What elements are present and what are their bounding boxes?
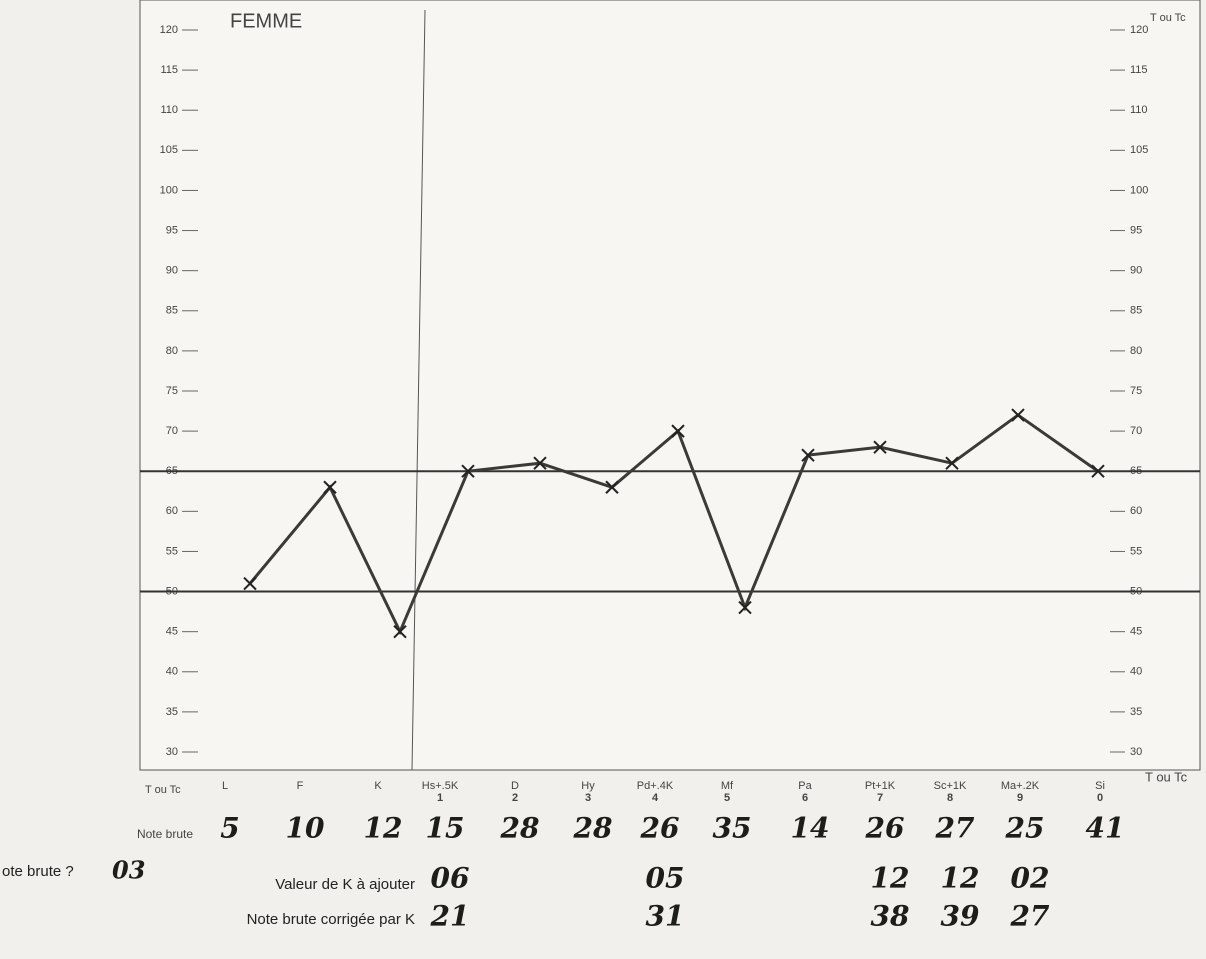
category-label: Hy bbox=[581, 780, 595, 792]
raw-score: 15 bbox=[426, 812, 465, 845]
raw-score: 5 bbox=[220, 812, 239, 845]
category-label: K bbox=[374, 780, 382, 792]
y-tick-label: 75 bbox=[166, 385, 178, 397]
y-tick-label: 120 bbox=[160, 24, 178, 36]
category-label: Hs+.5K bbox=[422, 780, 459, 792]
category-label: D bbox=[511, 780, 519, 792]
y-tick-label: 95 bbox=[166, 224, 178, 236]
category-label: L bbox=[222, 780, 228, 792]
k-label: Valeur de K à ajouter bbox=[275, 876, 415, 893]
raw-score: 41 bbox=[1086, 812, 1125, 845]
question-value: 03 bbox=[112, 856, 145, 885]
y-tick-label: 35 bbox=[166, 706, 178, 718]
y-tick-label: 110 bbox=[1130, 104, 1148, 116]
category-number: 5 bbox=[724, 792, 730, 804]
raw-score: 35 bbox=[713, 812, 752, 845]
axis-label: T ou Tc bbox=[145, 784, 181, 796]
k-value: 12 bbox=[941, 862, 980, 895]
y-tick-label: 55 bbox=[1130, 545, 1142, 557]
y-tick-label: 90 bbox=[166, 265, 178, 277]
corrected-score: 31 bbox=[646, 900, 685, 933]
y-tick-label: 105 bbox=[160, 144, 178, 156]
corrected-label: Note brute corrigée par K bbox=[247, 911, 415, 928]
raw-score: 26 bbox=[640, 812, 680, 845]
y-tick-label: 95 bbox=[1130, 224, 1142, 236]
raw-score: 28 bbox=[573, 812, 613, 845]
raw-score: 12 bbox=[364, 812, 403, 845]
y-tick-label: 70 bbox=[166, 425, 178, 437]
raw-label: Note brute bbox=[137, 827, 193, 841]
category-number: 4 bbox=[652, 792, 659, 804]
question-label: ote brute ? bbox=[2, 863, 74, 880]
raw-score: 10 bbox=[286, 812, 325, 845]
y-tick-label: 40 bbox=[166, 666, 178, 678]
y-tick-label: 85 bbox=[1130, 305, 1142, 317]
y-tick-label: 80 bbox=[1130, 345, 1142, 357]
y-tick-label: 75 bbox=[1130, 385, 1142, 397]
category-label: Ma+.2K bbox=[1001, 780, 1040, 792]
y-tick-label: 55 bbox=[166, 545, 178, 557]
raw-score: 26 bbox=[865, 812, 905, 845]
raw-score: 28 bbox=[500, 812, 540, 845]
category-number: 9 bbox=[1017, 792, 1023, 804]
y-tick-label: 115 bbox=[160, 64, 178, 76]
category-number: 0 bbox=[1097, 792, 1103, 804]
corrected-score: 38 bbox=[871, 900, 910, 933]
y-tick-label: 45 bbox=[1130, 626, 1142, 638]
category-number: 1 bbox=[437, 792, 443, 804]
category-label: Pt+1K bbox=[865, 780, 896, 792]
y-tick-label: 45 bbox=[166, 626, 178, 638]
y-tick-label: 115 bbox=[1130, 64, 1148, 76]
y-tick-label: 40 bbox=[1130, 666, 1142, 678]
chart-frame bbox=[140, 0, 1200, 770]
y-tick-label: 60 bbox=[166, 505, 178, 517]
y-tick-label: 70 bbox=[1130, 425, 1142, 437]
y-tick-label: 100 bbox=[1130, 184, 1148, 196]
corrected-score: 21 bbox=[430, 900, 470, 933]
category-label: Sc+1K bbox=[934, 780, 967, 792]
category-label: F bbox=[297, 780, 304, 792]
category-number: 7 bbox=[877, 792, 883, 804]
category-label: Pd+.4K bbox=[637, 780, 674, 792]
y-tick-label: 120 bbox=[1130, 24, 1148, 36]
category-label: Pa bbox=[798, 780, 812, 792]
axis-label: T ou Tc bbox=[1145, 769, 1188, 784]
category-label: Si bbox=[1095, 780, 1105, 792]
corrected-score: 39 bbox=[941, 900, 980, 933]
category-label: Mf bbox=[721, 780, 734, 792]
raw-score: 25 bbox=[1005, 812, 1045, 845]
y-tick-label: 35 bbox=[1130, 706, 1142, 718]
category-number: 3 bbox=[585, 792, 591, 804]
y-tick-label: 60 bbox=[1130, 505, 1142, 517]
raw-score: 27 bbox=[935, 812, 975, 845]
y-tick-label: 90 bbox=[1130, 265, 1142, 277]
y-tick-label: 110 bbox=[160, 104, 178, 116]
corrected-score: 27 bbox=[1010, 900, 1050, 933]
k-value: 06 bbox=[431, 862, 470, 895]
y-tick-label: 30 bbox=[166, 746, 178, 758]
axis-label: T ou Tc bbox=[1150, 12, 1186, 24]
y-tick-label: 30 bbox=[1130, 746, 1142, 758]
category-number: 6 bbox=[802, 792, 808, 804]
k-value: 12 bbox=[871, 862, 910, 895]
y-tick-label: 105 bbox=[1130, 144, 1148, 156]
k-value: 02 bbox=[1011, 862, 1050, 895]
chart-title: FEMME bbox=[230, 10, 302, 32]
y-tick-label: 80 bbox=[166, 345, 178, 357]
category-number: 2 bbox=[512, 792, 518, 804]
profile-sheet: FEMME T ou Tc T ou Tc T ou Tc Note brute… bbox=[0, 0, 1206, 954]
y-tick-label: 100 bbox=[160, 184, 178, 196]
k-value: 05 bbox=[646, 862, 685, 895]
y-tick-label: 85 bbox=[166, 305, 178, 317]
category-number: 8 bbox=[947, 792, 953, 804]
raw-score: 14 bbox=[791, 812, 830, 845]
